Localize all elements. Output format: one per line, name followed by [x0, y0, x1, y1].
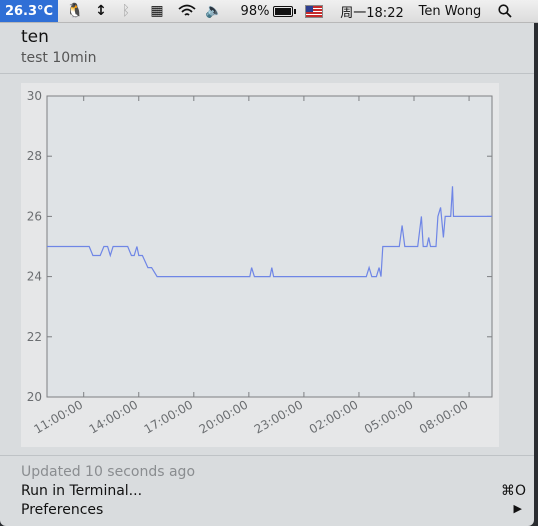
panel-header: ten test 10min: [0, 23, 534, 74]
x-tick-label: 08:00:00: [417, 397, 471, 436]
battery-percent-label: 98%: [240, 3, 270, 19]
battery-menu-item[interactable]: 98%: [236, 0, 298, 22]
x-tick-label: 14:00:00: [87, 397, 141, 436]
y-tick-label: 20: [27, 390, 42, 404]
y-tick-label: 26: [27, 209, 42, 223]
x-tick-label: 20:00:00: [197, 397, 251, 436]
battery-icon: [273, 5, 297, 17]
temperature-series-line: [47, 186, 492, 278]
panel-footer: Updated 10 seconds ago Run in Terminal..…: [0, 455, 534, 518]
updated-status: Updated 10 seconds ago: [21, 464, 196, 480]
menu-bar: 26.3°C 🐧 ↕ ᛒ ▦ 🔈 98% 周一18:22 Ten Wong: [0, 0, 538, 23]
qq-penguin-icon[interactable]: 🐧: [66, 3, 84, 19]
temperature-label: 26.3°C: [4, 3, 54, 19]
x-tick-label: 17:00:00: [142, 397, 196, 436]
bluetooth-icon[interactable]: ᛒ: [121, 3, 131, 19]
y-tick-label: 24: [27, 270, 42, 284]
submenu-arrow-icon: ▶: [513, 502, 522, 515]
dropdown-panel: ten test 10min 20 22 24 26 28 30 11:00:00 14:00…: [0, 23, 534, 526]
volume-icon[interactable]: 🔈: [205, 3, 223, 19]
panel-title: ten: [21, 27, 49, 47]
y-tick-label: 28: [27, 149, 42, 163]
user-name-label: Ten Wong: [418, 3, 482, 19]
us-flag-icon[interactable]: [305, 0, 323, 22]
x-tick-label: 05:00:00: [362, 397, 416, 436]
user-menu-item[interactable]: Ten Wong: [414, 0, 486, 22]
temperature-menu-item[interactable]: 26.3°C: [0, 0, 58, 22]
temperature-chart: 20 22 24 26 28 30 11:00:00 14:00:00 17:00:00 20:0…: [21, 83, 499, 447]
x-tick-label: 23:00:00: [252, 397, 306, 436]
panel-subtitle: test 10min: [21, 50, 97, 66]
y-tick-label: 22: [27, 330, 42, 344]
battery-fill: [275, 7, 292, 15]
run-shortcut-label: ⌘O: [500, 483, 526, 499]
y-tick-label: 30: [27, 89, 42, 103]
wifi-icon[interactable]: [176, 0, 198, 22]
flag-shape: [305, 4, 323, 18]
preferences-menu-item[interactable]: Preferences: [21, 502, 104, 518]
search-icon[interactable]: [494, 0, 516, 22]
x-tick-label: 02:00:00: [307, 397, 361, 436]
clock-menu-item[interactable]: 周一18:22: [334, 0, 410, 22]
run-in-terminal-menu-item[interactable]: Run in Terminal...: [21, 483, 143, 499]
window-edge: [534, 23, 538, 526]
datetime-label: 周一18:22: [340, 5, 404, 21]
updown-arrows-icon[interactable]: ↕: [95, 3, 107, 19]
display-icon[interactable]: ▦: [150, 3, 164, 19]
